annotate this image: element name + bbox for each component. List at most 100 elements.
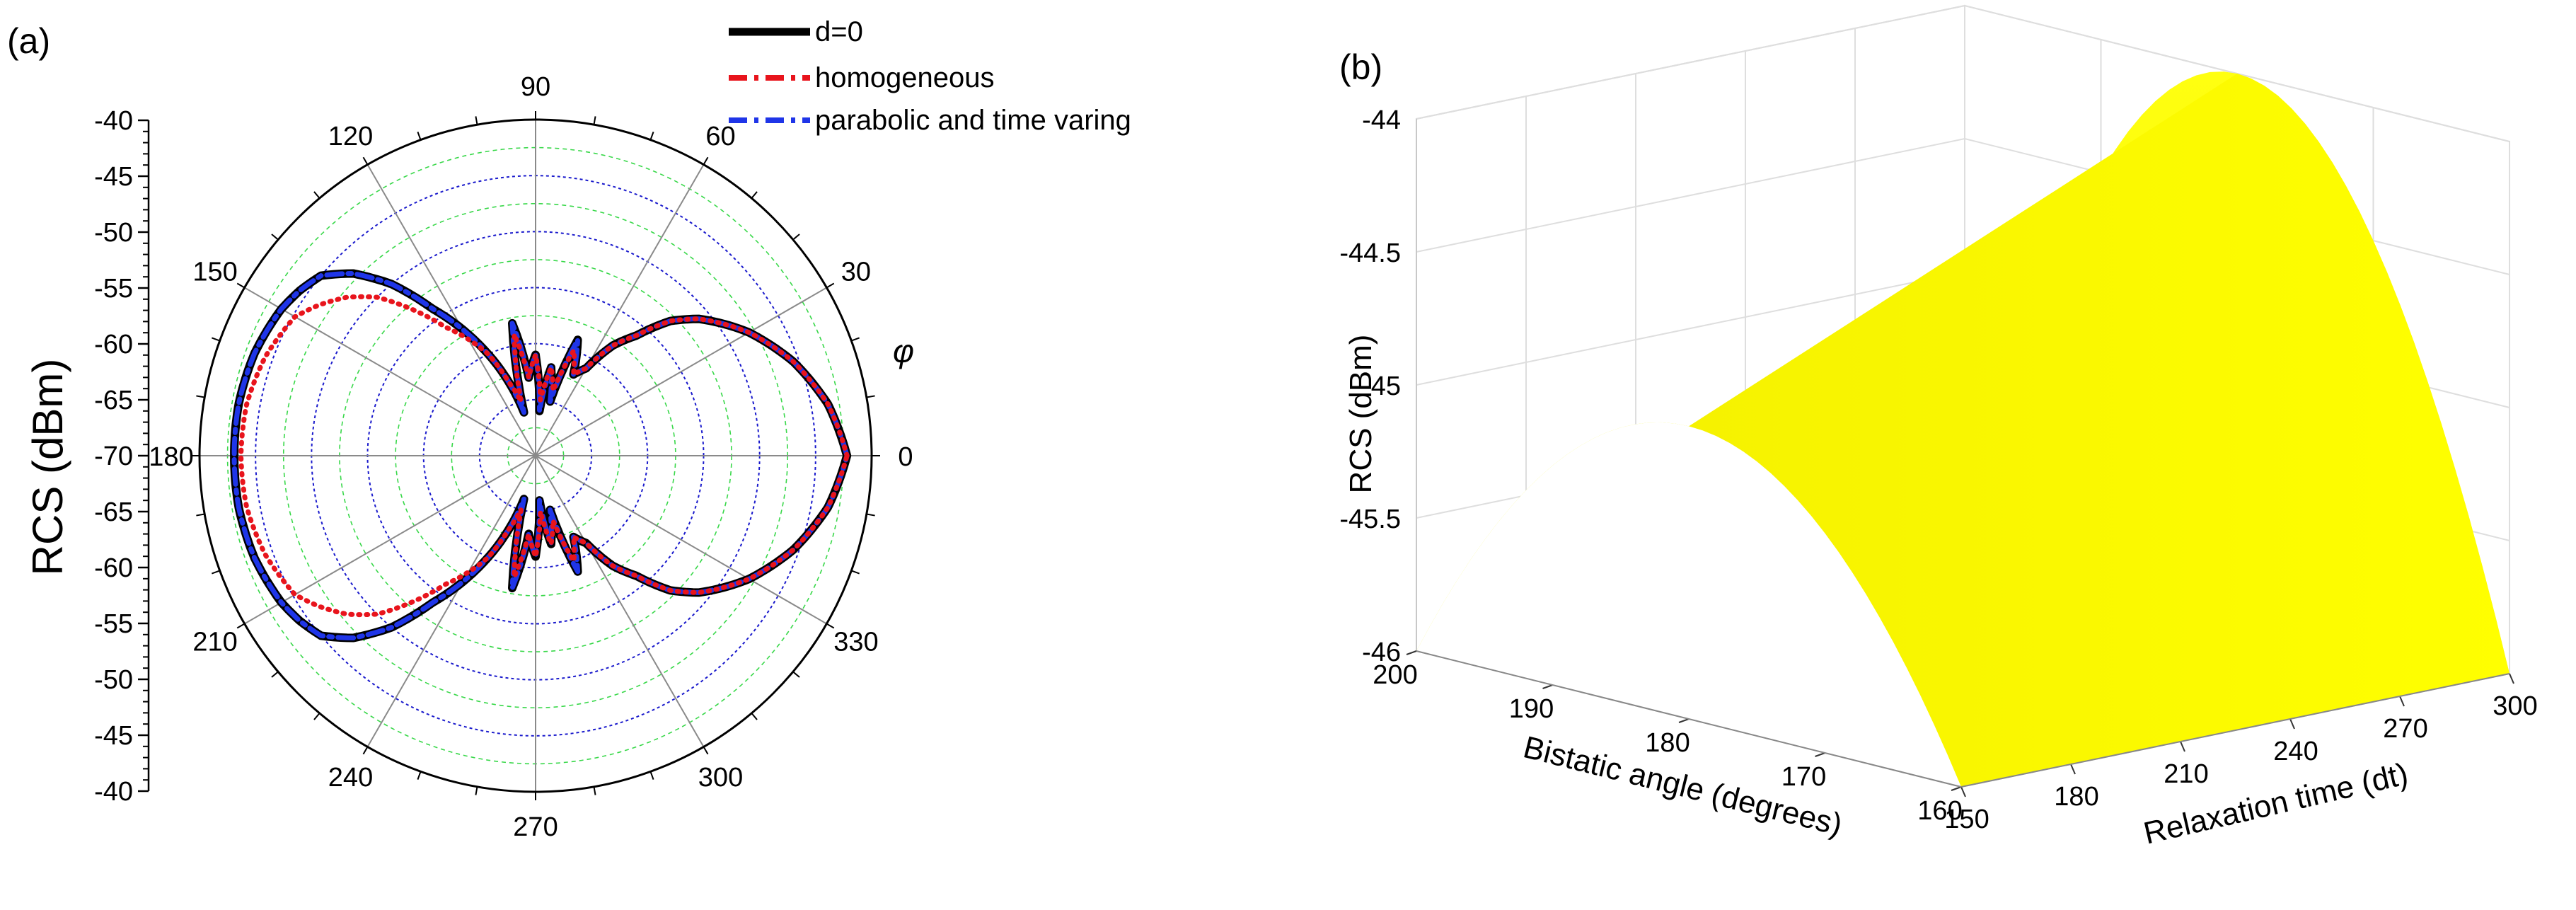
grid-spoke	[535, 455, 827, 625]
y-tick	[1951, 786, 1962, 791]
radial-tick-label: -40	[94, 106, 133, 136]
angle-tick	[236, 282, 246, 289]
z-tick-label: -44	[1362, 105, 1401, 135]
series-homogeneous	[238, 294, 850, 618]
angle-tick	[196, 513, 205, 517]
z-tick-label: -45.5	[1339, 505, 1401, 534]
radial-tick-label: -60	[94, 553, 133, 583]
radial-tick-label: -65	[94, 386, 133, 415]
radial-tick-label: -45	[94, 162, 133, 192]
angle-tick-label: 300	[698, 763, 743, 793]
angle-tick-label: 210	[192, 628, 237, 657]
radial-axis: -40 -45 -50 -55 -60 -65 -70 -65 -60 -55 -50 -45 -40	[94, 106, 150, 807]
surface-plot-3d: -46 -45.5 -45 -44.5 -44 150 180 210 240 270 300 160…	[1339, 4, 2538, 834]
x-tick-label: 150	[1944, 805, 1989, 834]
angle-tick	[826, 623, 835, 629]
radial-tick-label: -50	[94, 218, 133, 248]
angle-tick	[362, 156, 369, 166]
angle-tick	[792, 671, 800, 678]
phi-symbol: φ	[893, 333, 914, 369]
angle-tick-label: 150	[192, 258, 237, 287]
angle-tick	[866, 513, 875, 517]
angle-tick	[792, 234, 800, 241]
radial-tick-label: -55	[94, 609, 133, 639]
angle-tick	[212, 337, 220, 342]
x-tick	[2289, 718, 2295, 730]
angle-tick-label: 0	[898, 442, 913, 472]
legend: d=0 homogeneous parabolic and time varin…	[729, 16, 1131, 136]
angle-tick	[236, 623, 246, 629]
radial-tick-label: -40	[94, 777, 133, 807]
x-tick-label: 270	[2383, 714, 2427, 744]
angle-tick	[313, 191, 320, 199]
angle-tick	[851, 337, 860, 342]
y-tick	[1678, 718, 1690, 723]
grid-spoke	[366, 164, 536, 456]
angle-tick	[212, 570, 220, 575]
angle-tick	[475, 116, 478, 125]
y-tick-label: 160	[1917, 796, 1962, 826]
grid-spoke	[535, 164, 705, 456]
radial-tick-label: -70	[94, 442, 133, 471]
angle-tick	[751, 713, 758, 720]
angle-tick	[649, 132, 654, 140]
radial-tick-label: -45	[94, 721, 133, 751]
angle-tick	[649, 771, 654, 780]
y-tick-label: 180	[1645, 728, 1690, 758]
y-tick	[1406, 650, 1417, 655]
legend-label-homogeneous: homogeneous	[815, 62, 995, 93]
angle-tick-label: 240	[328, 763, 373, 793]
z-tick-label: -46	[1362, 638, 1401, 667]
x-tick-label: 210	[2164, 759, 2208, 789]
y-tick	[1815, 752, 1825, 757]
radial-tick-label: -65	[94, 497, 133, 527]
angle-tick	[866, 395, 875, 398]
angle-tick	[851, 570, 860, 575]
x-tick-label: 240	[2273, 737, 2318, 766]
z-tick-label: -45	[1362, 372, 1401, 401]
angle-tick-label: 90	[521, 72, 550, 102]
x-tick-label: 180	[2054, 782, 2098, 812]
y-tick-label: 200	[1373, 660, 1417, 690]
y-tick-label: 190	[1509, 694, 1554, 724]
x-tick-label: 300	[2493, 691, 2537, 721]
radial-tick-label: -55	[94, 274, 133, 304]
angle-tick	[593, 786, 596, 795]
angle-tick	[362, 746, 369, 755]
grid-spoke	[535, 287, 827, 456]
grid-spoke	[535, 455, 705, 747]
angle-tick-label: 30	[841, 258, 871, 287]
angle-tick-label: 180	[149, 442, 193, 472]
zaxis-label: RCS (dBm)	[1344, 335, 1378, 494]
z-tick-label: -44.5	[1339, 238, 1401, 268]
angle-tick	[475, 786, 478, 795]
surface-front-face	[1689, 74, 2509, 787]
panel-a-ylabel: RCS (dBm)	[24, 359, 71, 576]
angle-tick	[271, 671, 279, 678]
angle-tick	[196, 395, 205, 398]
y-axis-line	[1416, 650, 1962, 788]
angle-tick-label: 60	[705, 122, 735, 151]
angle-tick	[417, 132, 422, 140]
panel-b-label: (b)	[1339, 47, 1382, 87]
angle-tick	[826, 282, 835, 289]
radial-tick-label: -50	[94, 665, 133, 695]
panel-a-label: (a)	[7, 21, 50, 61]
x-tick	[2509, 673, 2514, 684]
angle-tick-label: 330	[833, 628, 878, 657]
angle-tick	[703, 746, 709, 755]
radial-tick-label: -60	[94, 330, 133, 359]
surface-arch-opening	[1416, 422, 1961, 787]
angle-tick	[703, 156, 709, 166]
y-tick-label: 170	[1781, 762, 1826, 792]
angle-tick	[271, 234, 279, 241]
x-tick	[1960, 786, 1966, 797]
angle-tick-label: 120	[328, 122, 373, 151]
legend-label-parabolic: parabolic and time varing	[815, 105, 1131, 136]
grid-spoke	[366, 455, 536, 747]
x-tick	[2399, 696, 2405, 707]
angle-tick	[593, 116, 596, 125]
angle-tick	[417, 771, 422, 780]
